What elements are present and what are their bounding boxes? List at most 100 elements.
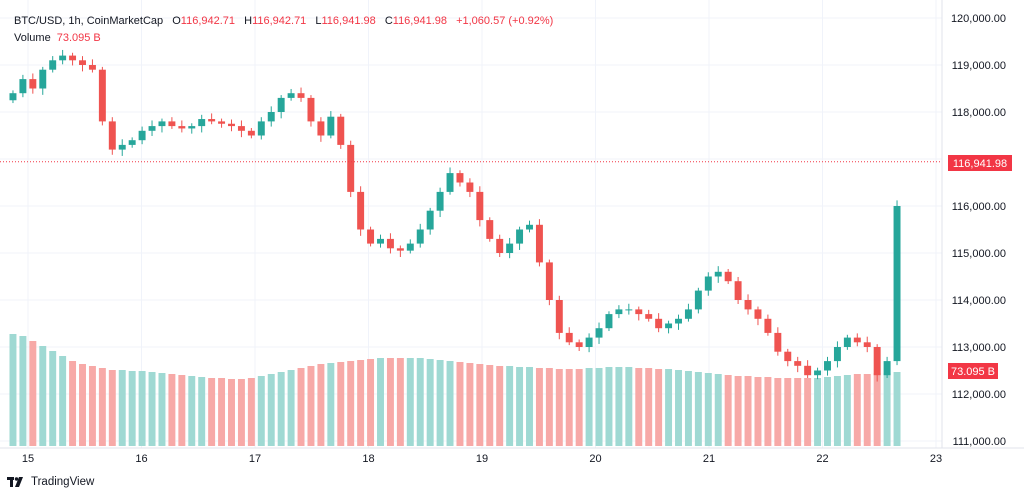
volume-bar: [833, 376, 841, 446]
candle: [486, 217, 494, 242]
candle-body: [883, 361, 891, 376]
price-tick-label: 115,000.00: [952, 248, 1006, 260]
candle: [237, 120, 245, 138]
time-tick-label: 17: [249, 453, 261, 465]
volume-bar: [247, 378, 255, 446]
current-price-label-text: 116,941.98: [953, 158, 1007, 170]
volume-bar: [605, 367, 613, 446]
candle: [694, 287, 702, 314]
candle-body: [257, 121, 265, 136]
volume-bar: [218, 378, 226, 446]
candle-body: [585, 337, 593, 347]
volume-bar: [704, 373, 712, 446]
candle: [893, 200, 901, 366]
candle: [704, 272, 712, 296]
change-value: +1,060.57 (+0.92%): [456, 15, 554, 27]
volume-bar: [436, 360, 444, 446]
candle-body: [98, 69, 106, 122]
volume-bar: [9, 334, 17, 446]
volume-bar: [555, 369, 563, 446]
volume-label: Volume: [14, 32, 51, 44]
volume-bar: [615, 367, 623, 446]
candle: [466, 178, 474, 198]
candle: [615, 305, 623, 319]
volume-bar: [754, 377, 762, 446]
candle-body: [208, 119, 216, 122]
volume-bar: [506, 366, 514, 446]
candle: [188, 123, 196, 134]
candle-body: [516, 229, 524, 244]
tradingview-logo-text: TradingView: [31, 476, 95, 488]
candle: [347, 140, 355, 198]
volume-bar: [446, 361, 454, 446]
candle-body: [615, 309, 623, 315]
candle: [833, 341, 841, 368]
volume-legend[interactable]: Volume 73.095 B: [14, 30, 101, 47]
tradingview-logo[interactable]: TradingView: [7, 476, 94, 488]
time-tick-label: 23: [930, 453, 942, 465]
candle-body: [456, 173, 464, 183]
candle-body: [784, 351, 792, 362]
volume-bar: [138, 371, 146, 446]
volume-bar: [853, 374, 861, 446]
candle-body: [526, 224, 533, 230]
volume-bar: [287, 370, 295, 446]
candle: [645, 309, 653, 322]
candle-body: [635, 309, 643, 315]
volume-bar: [694, 372, 702, 446]
volume-bar: [49, 351, 57, 446]
candle-body: [893, 206, 901, 362]
volume-bar: [267, 374, 275, 446]
candle-body: [386, 238, 394, 249]
candle-body: [466, 182, 474, 192]
candle-body: [436, 191, 444, 211]
candle-body: [555, 300, 563, 333]
low-value: 116,941.98: [321, 15, 376, 27]
candle: [605, 311, 613, 332]
volume-bar: [684, 371, 692, 446]
volume-bar: [873, 373, 881, 446]
symbol-title[interactable]: BTC/USD, 1h, CoinMarketCap: [14, 15, 164, 27]
volume-bar: [585, 368, 593, 446]
candle: [853, 333, 861, 347]
candle-body: [297, 93, 305, 98]
candle-body: [476, 191, 484, 221]
candle-body: [406, 243, 414, 251]
candle-body: [804, 365, 812, 376]
candle-body: [327, 116, 335, 136]
candle: [724, 268, 732, 285]
volume-bar: [19, 336, 27, 446]
candle: [684, 303, 692, 322]
candle: [784, 348, 792, 367]
candle-body: [128, 140, 136, 145]
volume-bar: [178, 375, 186, 446]
candle: [386, 233, 394, 254]
time-axis: 15 16 17 18 19 20 21 22 23: [22, 453, 942, 465]
candle-body: [625, 309, 633, 311]
volume-bar: [347, 361, 355, 446]
candle: [585, 333, 593, 353]
candle-body: [774, 332, 782, 352]
volume-bar: [456, 362, 464, 446]
volume-bar: [645, 368, 653, 446]
candle-body: [704, 276, 712, 291]
candle: [79, 56, 86, 72]
candle: [734, 276, 742, 304]
candle-body: [59, 55, 67, 61]
candle-body: [9, 93, 17, 101]
candle: [158, 118, 166, 133]
candle-body: [824, 361, 831, 371]
time-tick-label: 22: [816, 453, 828, 465]
candle: [506, 237, 514, 259]
volume-bar: [714, 374, 722, 446]
candle-body: [39, 69, 47, 89]
candle-body: [367, 229, 375, 244]
candle-body: [247, 130, 255, 136]
candle-body: [307, 97, 315, 122]
candle: [257, 117, 265, 140]
candle: [307, 95, 315, 127]
volume-bar: [158, 373, 166, 446]
price-axis: 120,000.00119,000.00118,000.00117,000.00…: [951, 13, 1006, 448]
candle: [764, 314, 772, 336]
